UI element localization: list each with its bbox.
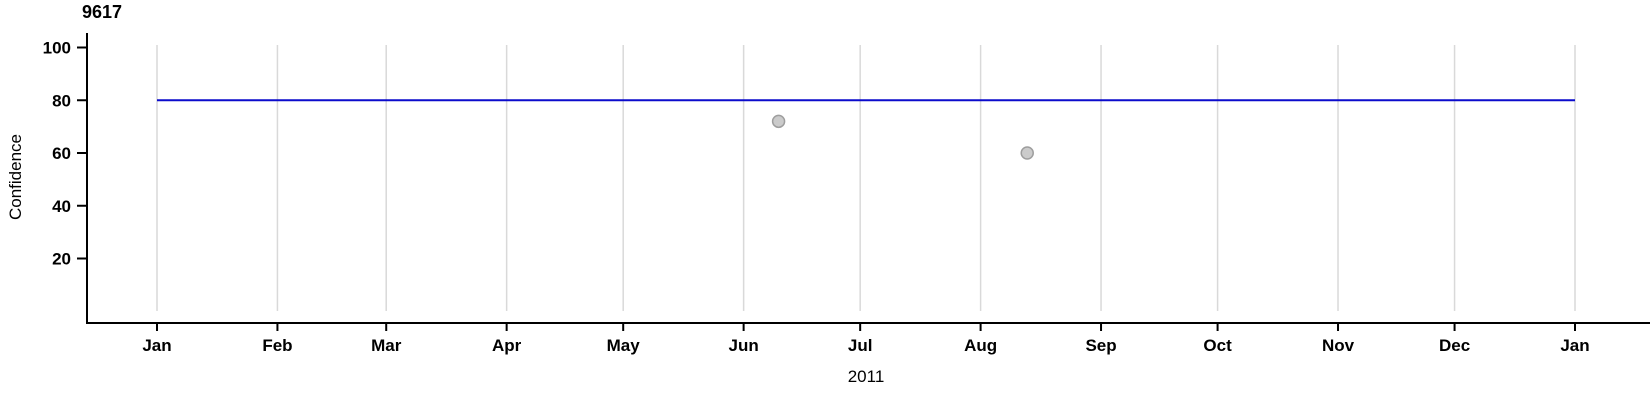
data-point [771, 114, 786, 129]
x-tick-label: Aug [964, 336, 997, 355]
x-axis-label: 2011 [847, 367, 885, 386]
y-tick-label: 40 [52, 197, 71, 216]
x-tick-label: Jun [729, 336, 759, 355]
x-tick-label: May [607, 336, 641, 355]
x-tick-label: Nov [1322, 336, 1355, 355]
x-tick-label: Jan [142, 336, 171, 355]
chart-title: 9617 [82, 2, 123, 22]
y-tick-label: 60 [52, 144, 71, 163]
x-tick-label: Jan [1560, 336, 1589, 355]
x-tick-label: Mar [371, 336, 402, 355]
x-tick-label: Sep [1085, 336, 1116, 355]
x-tick-label: Dec [1439, 336, 1470, 355]
y-tick-label: 20 [52, 250, 71, 269]
x-tick-label: Oct [1203, 336, 1232, 355]
y-tick-label: 80 [52, 91, 71, 110]
data-point [1020, 146, 1034, 160]
x-tick-label: Feb [262, 336, 292, 355]
x-tick-label: Apr [492, 336, 522, 355]
y-tick-label: 100 [43, 39, 71, 58]
x-tick-label: Jul [848, 336, 873, 355]
